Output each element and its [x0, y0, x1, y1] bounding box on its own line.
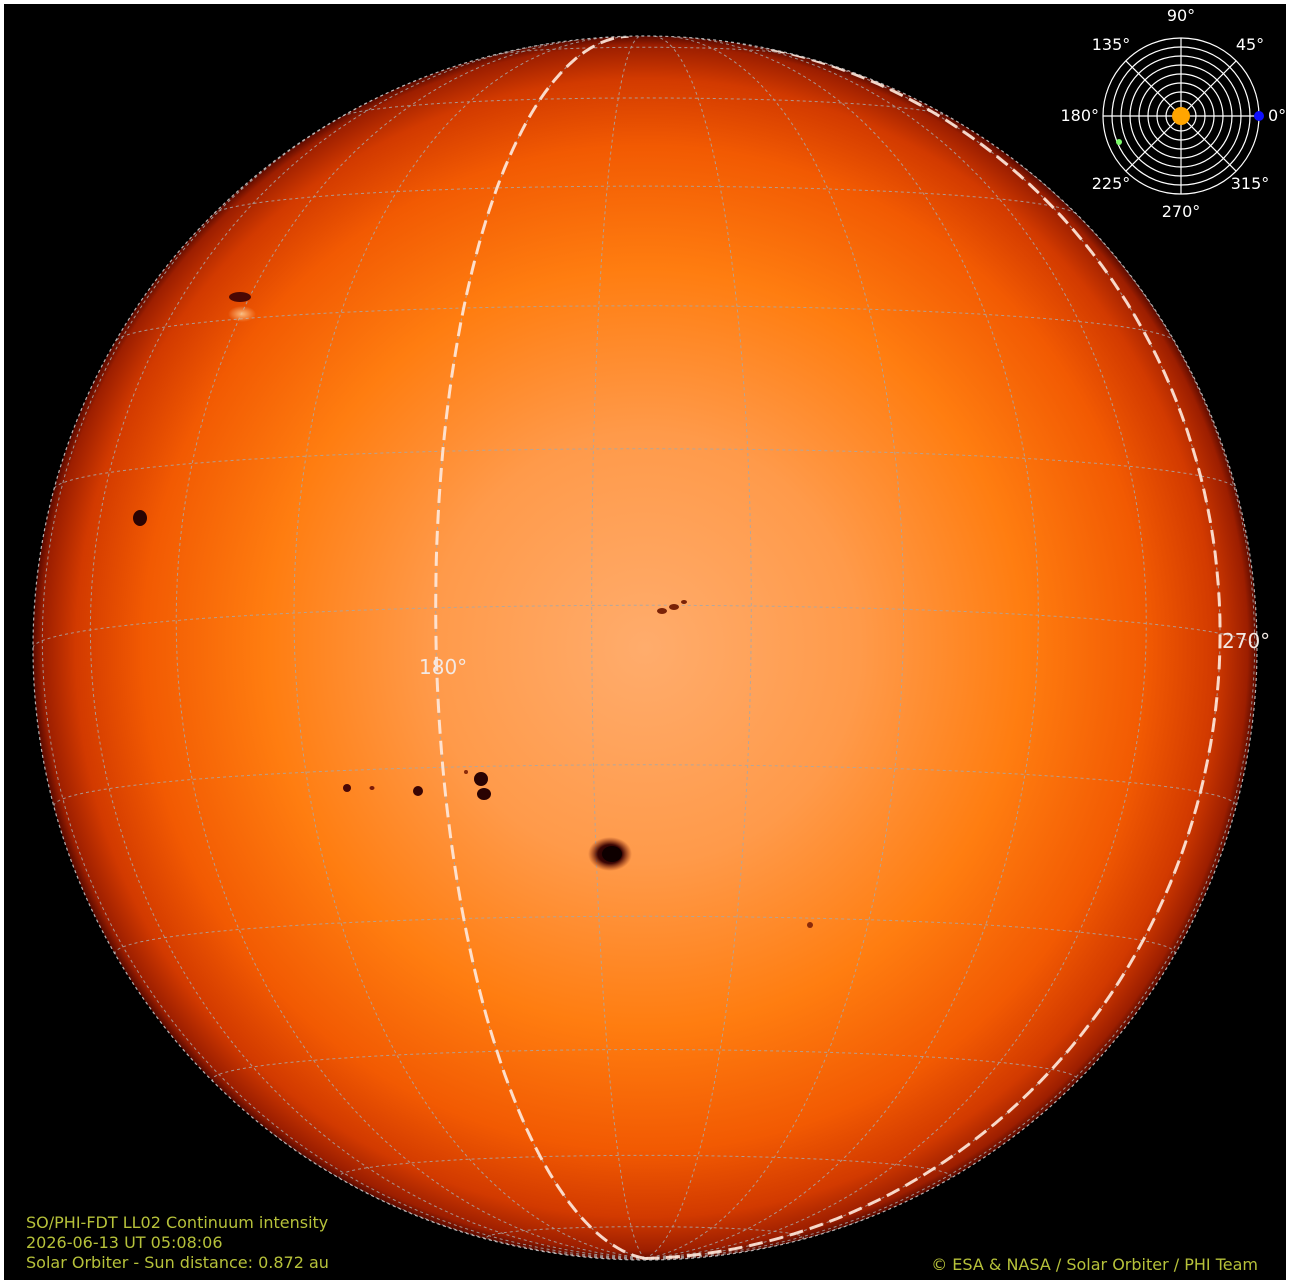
dial-label-270: 270° — [1162, 202, 1201, 221]
sunspot — [474, 772, 488, 786]
grid-meridian — [545, 1251, 646, 1260]
dial-label-225: 225° — [1092, 174, 1131, 193]
grid-meridian — [293, 36, 646, 1259]
dial-label-45: 45° — [1236, 35, 1264, 54]
solar-disk-figure: 180° 270° 90° 45° 0° 315° 270° 225° 180°… — [32, 6, 1286, 1261]
dial-spoke — [1180, 60, 1237, 117]
reference-meridians — [434, 36, 1222, 1260]
grid-parallel — [53, 448, 1237, 489]
grid-meridian — [175, 39, 646, 1259]
sunspot-umbra — [602, 846, 622, 862]
grid-meridian — [644, 39, 1147, 1259]
disk-limb — [32, 35, 1258, 1261]
dial-label-315: 315° — [1231, 174, 1270, 193]
grid-parallel — [492, 46, 798, 56]
grid-parallel — [212, 185, 1078, 215]
observer-position-dial: 90° 45° 0° 315° 270° 225° 180° 135° — [1060, 6, 1286, 221]
dial-label-135: 135° — [1092, 35, 1131, 54]
solar-image-frame: 180° 270° 90° 45° 0° 315° 270° 225° 180°… — [4, 4, 1286, 1280]
facula — [228, 306, 256, 322]
sunspot — [464, 770, 468, 774]
sunspot — [133, 510, 147, 526]
sunspot — [477, 788, 491, 800]
sunspot — [657, 608, 667, 614]
grid-parallel — [115, 305, 1175, 341]
image-caption: SO/PHI-FDT LL02 Continuum intensity 2026… — [26, 1213, 329, 1273]
instrument-label: SO/PHI-FDT LL02 Continuum intensity — [26, 1213, 329, 1232]
grid-parallel — [114, 915, 1176, 955]
dial-spoke — [1125, 115, 1182, 172]
meridian-label-270: 270° — [1222, 629, 1270, 653]
grid-meridian — [644, 36, 1039, 1259]
sunspot — [413, 786, 423, 796]
sunspot — [343, 784, 351, 792]
heliographic-grid — [33, 36, 1257, 1260]
dial-label-180: 180° — [1060, 106, 1099, 125]
grid-meridian — [644, 164, 1256, 1259]
sunspot — [807, 922, 813, 928]
sunspot — [681, 600, 687, 604]
dial-spoke — [1125, 60, 1182, 117]
solar-disk — [33, 36, 1257, 1260]
meridian-label-180: 180° — [419, 655, 467, 679]
reference-meridian-270 — [644, 46, 1222, 1260]
dial-label-0: 0° — [1268, 106, 1286, 125]
earth-marker — [1254, 111, 1264, 121]
grid-parallel — [341, 97, 949, 117]
sun-distance-label: Solar Orbiter - Sun distance: 0.872 au — [26, 1253, 329, 1272]
observer-marker — [1116, 139, 1122, 145]
grid-parallel — [338, 1154, 952, 1180]
grid-meridian — [89, 43, 646, 1259]
observation-timestamp: 2026-06-13 UT 05:08:06 — [26, 1233, 223, 1252]
dial-spoke — [1180, 115, 1237, 172]
copyright-credit: © ESA & NASA / Solar Orbiter / PHI Team — [931, 1255, 1258, 1274]
grid-meridian — [644, 36, 752, 1259]
dial-label-90: 90° — [1167, 6, 1195, 25]
sunspot-group — [133, 292, 813, 928]
sunspot — [669, 604, 679, 610]
grid-parallel — [211, 1049, 1079, 1083]
sunspot — [369, 786, 375, 790]
grid-meridian — [41, 78, 646, 1259]
sun-marker — [1172, 107, 1190, 125]
grid-meridian — [591, 36, 646, 1259]
sunspot — [229, 292, 251, 302]
grid-parallel — [33, 604, 1257, 649]
grid-parallel — [53, 764, 1237, 807]
